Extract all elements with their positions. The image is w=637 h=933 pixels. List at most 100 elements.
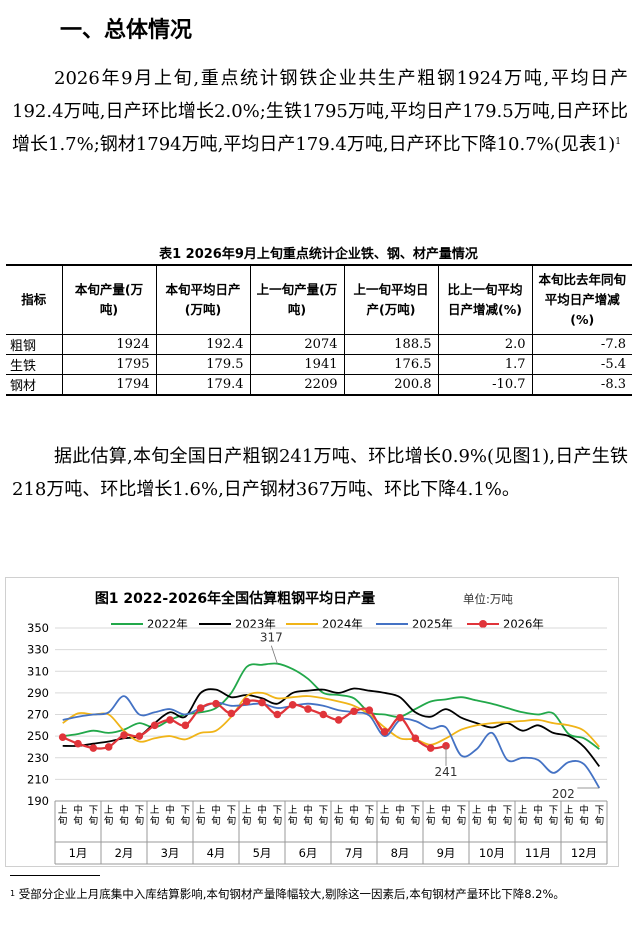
- table-cell: 钢材: [6, 374, 62, 396]
- x-tick-label: 下旬: [227, 805, 237, 827]
- x-tick-label: 下旬: [595, 805, 605, 827]
- table-cell: 1795: [61, 354, 156, 375]
- table-header-cell: 本旬比去年同旬平均日产增减(%): [531, 265, 632, 335]
- data-point-2026: [426, 744, 435, 752]
- table-row: 生铁 1795 179.5 1941 176.5 1.7 -5.4: [6, 354, 632, 375]
- data-point-2026: [89, 744, 98, 752]
- summary-paragraph: 2026年9月上旬,重点统计钢铁企业共生产粗钢1924万吨,平均日产192.4万…: [12, 62, 628, 161]
- x-tick-label: 下旬: [549, 805, 559, 827]
- annotation-label: 317: [260, 631, 283, 645]
- x-tick-label: 下旬: [503, 805, 513, 827]
- x-tick-label: 上旬: [426, 805, 436, 827]
- data-point-2026: [411, 734, 420, 743]
- x-tick-label: 中旬: [395, 804, 405, 827]
- series-line-2024: [62, 691, 600, 748]
- table-cell: 200.8: [343, 374, 438, 396]
- data-point-2026: [365, 706, 374, 714]
- x-tick-label: 上旬: [150, 805, 160, 827]
- chart-title: 图1 2022-2026年全国估算粗钢平均日产量: [95, 590, 375, 607]
- x-tick-label: 中旬: [73, 804, 83, 827]
- x-tick-label: 中旬: [165, 804, 175, 827]
- month-label: 11月: [525, 846, 551, 860]
- table-cell: 192.4: [155, 334, 250, 355]
- month-label: 4月: [207, 846, 226, 860]
- x-tick-label: 上旬: [104, 805, 114, 827]
- data-point-2026: [227, 709, 236, 718]
- x-tick-label: 上旬: [58, 805, 68, 827]
- x-tick-label: 下旬: [411, 805, 421, 827]
- month-label: 7月: [345, 846, 364, 860]
- x-tick-label: 中旬: [487, 804, 497, 827]
- annotation-label: 202: [552, 787, 575, 801]
- series-line-2025: [62, 695, 601, 789]
- table-row: 钢材 1794 179.4 2209 200.8 -10.7 -8.3: [6, 374, 632, 396]
- table-cell: 粗钢: [6, 334, 62, 355]
- data-point-2026: [334, 716, 343, 724]
- footnote-mark: 1: [10, 889, 16, 898]
- y-tick-label: 270: [27, 708, 49, 722]
- x-tick-label: 中旬: [257, 804, 267, 827]
- x-tick-label: 中旬: [579, 804, 589, 827]
- month-label: 9月: [437, 846, 456, 860]
- data-point-2026: [288, 700, 297, 709]
- data-point-2026: [319, 710, 328, 719]
- x-tick-label: 下旬: [181, 805, 191, 827]
- x-tick-label: 下旬: [319, 805, 329, 827]
- month-label: 8月: [391, 846, 410, 860]
- y-tick-label: 330: [27, 643, 49, 657]
- x-tick-label: 上旬: [380, 805, 390, 827]
- legend-marker: [479, 620, 487, 628]
- table-cell: 176.5: [343, 354, 438, 375]
- x-tick-label: 中旬: [303, 804, 313, 827]
- table-cell: 1.7: [437, 354, 532, 375]
- data-point-2026: [273, 710, 282, 719]
- data-point-2026: [258, 698, 266, 707]
- footnote: 1 受部分企业上月底集中入库结算影响,本旬钢材产量降幅较大,剔除这一因素后,本旬…: [10, 884, 628, 904]
- data-point-2026: [350, 707, 358, 716]
- table-header-cell: 上一旬产量(万吨): [249, 265, 344, 335]
- chart-container: 图1 2022-2026年全国估算粗钢平均日产量 单位:万吨 2022年 2023年 2…: [5, 577, 619, 867]
- summary-text: 2026年9月上旬,重点统计钢铁企业共生产粗钢1924万吨,平均日产192.4万…: [12, 68, 628, 155]
- month-label: 5月: [253, 846, 272, 860]
- x-tick-label: 中旬: [349, 804, 359, 827]
- production-table: 指标 本旬产量(万吨) 本旬平均日产(万吨) 上一旬产量(万吨) 上一旬平均日产…: [6, 264, 632, 396]
- x-tick-label: 上旬: [472, 805, 482, 827]
- footnote-reference: 1: [615, 137, 621, 147]
- x-tick-label: 下旬: [273, 805, 283, 827]
- data-point-2026: [242, 697, 251, 706]
- table-header-row: 指标 本旬产量(万吨) 本旬平均日产(万吨) 上一旬产量(万吨) 上一旬平均日产…: [6, 265, 632, 335]
- legend-label: 2024年: [322, 617, 363, 631]
- month-label: 1月: [69, 846, 88, 860]
- y-tick-label: 230: [27, 751, 49, 765]
- x-tick-label: 上旬: [288, 805, 298, 827]
- x-tick-label: 下旬: [135, 805, 145, 827]
- table-header-cell: 比上一旬平均日产增减(%): [437, 265, 532, 335]
- y-tick-label: 210: [27, 772, 49, 786]
- data-point-2026: [304, 705, 312, 713]
- x-tick-label: 中旬: [211, 804, 221, 827]
- table-header-cell: 指标: [6, 265, 62, 335]
- x-tick-label: 中旬: [441, 804, 451, 827]
- x-tick-label: 上旬: [242, 805, 252, 827]
- table-caption: 表1 2026年9月上旬重点统计企业铁、钢、材产量情况: [159, 247, 478, 262]
- table-cell: 188.5: [343, 334, 438, 355]
- table-cell: 1941: [249, 354, 344, 375]
- section-heading: 一、总体情况: [60, 18, 193, 43]
- table-row: 粗钢 1924 192.4 2074 188.5 2.0 -7.8: [6, 334, 632, 355]
- x-tick-label: 中旬: [119, 804, 129, 827]
- legend-label: 2022年: [147, 617, 188, 631]
- table-header-cell: 本旬平均日产(万吨): [155, 265, 250, 335]
- x-tick-label: 下旬: [89, 805, 99, 827]
- table-header-cell: 本旬产量(万吨): [61, 265, 156, 335]
- data-point-2026: [181, 721, 190, 730]
- y-tick-label: 350: [27, 621, 49, 635]
- legend-label: 2026年: [503, 617, 544, 631]
- estimate-paragraph: 据此估算,本旬全国日产粗钢241万吨、环比增长0.9%(见图1),日产生铁218…: [12, 446, 628, 500]
- month-label: 3月: [161, 846, 180, 860]
- data-point-2026: [196, 704, 205, 712]
- data-point-2026: [74, 739, 82, 748]
- table-cell: 生铁: [6, 354, 62, 375]
- y-tick-label: 310: [27, 664, 49, 678]
- x-tick-label: 上旬: [334, 805, 344, 827]
- month-label: 6月: [299, 846, 318, 860]
